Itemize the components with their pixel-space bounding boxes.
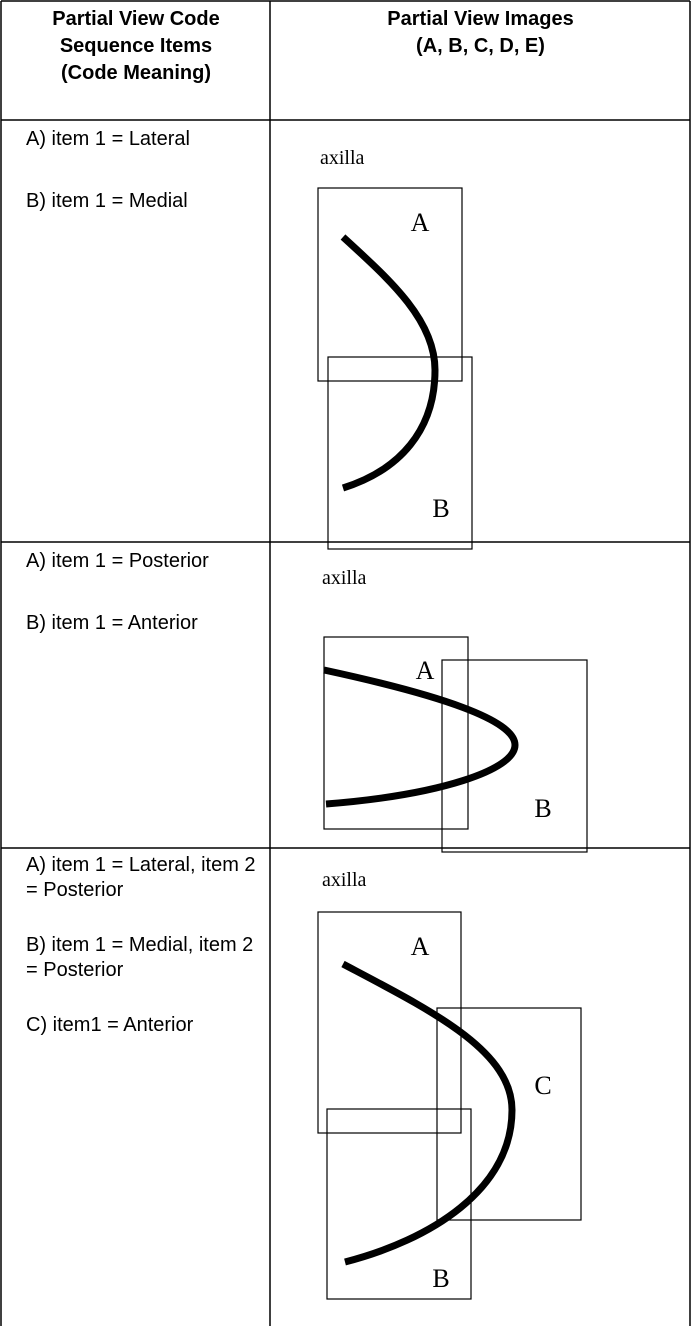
view-label: C [534,1071,551,1100]
view-box [326,1108,472,1300]
code-item: A) item 1 = Lateral, item 2 = Posterior [26,854,256,901]
view-box [317,911,462,1134]
breast-outline [323,666,519,808]
view-box [327,356,473,550]
header-cell: Partial View Code Sequence Items (Code M… [2,6,270,87]
view-label: A [411,932,430,961]
view-label: B [432,494,449,523]
view-label: B [432,1264,449,1293]
caption: axilla [320,147,365,169]
header-line: Sequence Items [59,35,213,57]
view-box [441,659,588,853]
code-item: A) item 1 = Posterior [26,550,209,572]
code-item: B) item 1 = Medial, item 2 = Posterior [26,934,254,981]
code-item: C) item1 = Anterior [26,1014,194,1036]
view-box [323,636,469,830]
breast-outline [340,234,439,492]
header-line: (A, B, C, D, E) [416,35,545,57]
code-item: A) item 1 = Lateral [26,128,190,150]
caption: axilla [322,869,367,891]
breast-outline [341,960,516,1266]
view-label: A [416,656,435,685]
view-label: B [534,794,551,823]
header-line: Partial View Code [52,8,220,30]
code-item: B) item 1 = Anterior [26,612,198,634]
view-box [317,187,463,382]
view-label: A [411,208,430,237]
code-item: B) item 1 = Medial [26,190,188,212]
header-line: (Code Meaning) [61,62,211,84]
header-cell: Partial View Images (A, B, C, D, E) [271,6,690,60]
caption: axilla [322,567,367,589]
view-box [436,1007,582,1221]
header-line: Partial View Images [387,8,574,30]
